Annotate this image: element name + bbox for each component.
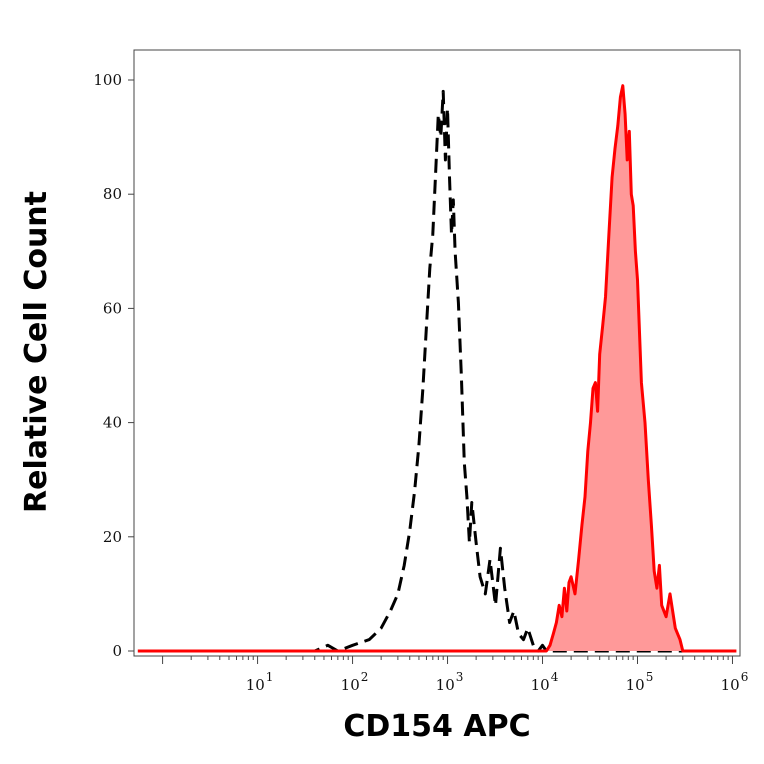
series-line-2 bbox=[137, 84, 737, 653]
series-area-2 bbox=[137, 85, 737, 651]
y-axis-title: Relative Cell Count bbox=[19, 191, 54, 513]
y-tick-label: 20 bbox=[103, 528, 122, 546]
x-tick-exponent: 5 bbox=[646, 670, 654, 684]
x-tick-label: 105 bbox=[626, 670, 654, 694]
y-tick-label: 60 bbox=[103, 299, 122, 317]
x-tick-label: 106 bbox=[721, 670, 749, 694]
y-tick-label: 40 bbox=[103, 414, 122, 432]
y-tick-label: 100 bbox=[93, 71, 122, 89]
series-layer bbox=[137, 84, 737, 653]
x-tick-exponent: 1 bbox=[266, 670, 274, 684]
x-tick-label: 101 bbox=[246, 670, 274, 694]
x-tick-exponent: 6 bbox=[741, 670, 749, 684]
plot-frame bbox=[133, 49, 741, 657]
x-tick-label: 104 bbox=[531, 670, 559, 694]
x-tick-exponent: 4 bbox=[551, 670, 559, 684]
x-tick-label: 103 bbox=[436, 670, 464, 694]
x-tick-exponent: 3 bbox=[456, 670, 464, 684]
y-axis-ticks: 0 20 40 60 80 100 bbox=[93, 71, 134, 660]
series-line-1 bbox=[137, 89, 737, 653]
x-tick-label: 102 bbox=[341, 670, 369, 694]
x-tick-exponent: 2 bbox=[361, 670, 369, 684]
x-axis-title: CD154 APC bbox=[343, 709, 530, 744]
y-tick-label: 0 bbox=[112, 642, 122, 660]
x-axis-ticks: 101 102 103 104 105 106 bbox=[162, 656, 749, 694]
y-tick-label: 80 bbox=[103, 185, 122, 203]
